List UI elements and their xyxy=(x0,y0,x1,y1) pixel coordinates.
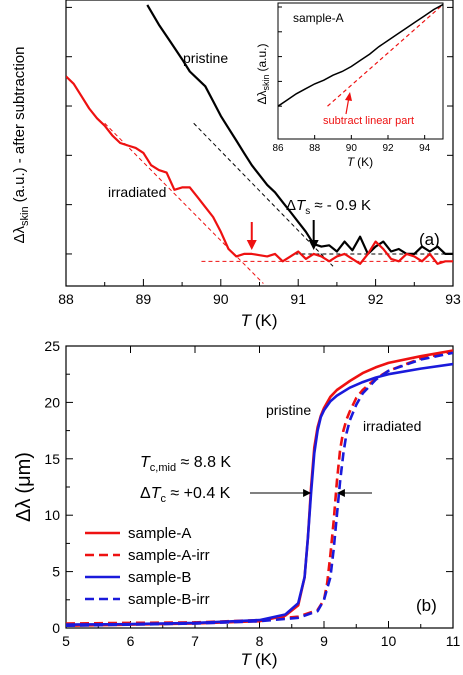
series-sample-A xyxy=(66,349,453,627)
panel-b-x-unit: (K) xyxy=(255,650,278,669)
panel-b-y-unit: (μm) xyxy=(13,452,35,494)
panel-b-y-tick-label: 10 xyxy=(44,507,60,523)
panel-b-x-tick-label: 11 xyxy=(446,633,461,649)
panel-a-y-rest: (a.u.) - after subtraction xyxy=(11,47,28,203)
tc-mid-value: ≈ 8.8 K xyxy=(176,454,231,471)
inset-frame xyxy=(277,2,444,140)
inset-y-sub: skin xyxy=(261,74,271,90)
panel-b-y-tick-label: 0 xyxy=(52,620,60,636)
panel-b-y-tick-label: 25 xyxy=(44,338,60,354)
delta-ts-prefix: Δ xyxy=(286,197,296,214)
delta-ts-label: ΔTs ≈ - 0.9 K xyxy=(286,197,371,217)
inset-y-rest: (a.u.) xyxy=(255,43,269,71)
panel-a-x-var: T xyxy=(240,311,252,330)
arrow-red-irradiated xyxy=(246,222,257,250)
inset-annotation: subtract linear part xyxy=(323,115,414,127)
panel-a-guide-lines xyxy=(104,122,453,284)
panel-a-series xyxy=(66,4,453,265)
delta-ts-value: ≈ - 0.9 K xyxy=(310,197,371,214)
series-sample-B xyxy=(66,362,453,626)
panel-a-x-axis-label: T (K) xyxy=(240,311,277,330)
legend-label-sample-A-irr: sample-A-irr xyxy=(128,547,210,564)
tc-mid-sub: c,mid xyxy=(150,462,176,474)
panel-a-x-ticks: 88 89 90 91 92 93 xyxy=(58,279,461,307)
panel-a-x-tick-label: 88 xyxy=(58,291,74,307)
delta-tc-label: ΔTc ≈ +0.4 K xyxy=(140,485,231,505)
panel-b-y-axis-label: Δλ (μm) xyxy=(13,452,35,522)
tc-mid-label: Tc,mid ≈ 8.8 K xyxy=(140,454,231,474)
panel-b-x-tick-label: 8 xyxy=(256,633,264,649)
panel-b-x-tick-label: 5 xyxy=(62,633,70,649)
inset-x-ticks: 86 88 90 92 94 xyxy=(272,135,431,154)
panel-a-y-axis-label: Δλskin (a.u.) - after subtraction xyxy=(11,47,31,244)
panel-b-x-tick-label: 10 xyxy=(381,633,397,649)
label-pristine-a: pristine xyxy=(183,50,228,66)
series-irradiated xyxy=(66,75,453,265)
legend-label-sample-B-irr: sample-B-irr xyxy=(128,591,210,608)
inset-x-tick-label: 94 xyxy=(419,143,431,154)
inset-x-tick-label: 92 xyxy=(382,143,394,154)
panel-a-x-unit: (K) xyxy=(255,311,278,330)
inset-data-line xyxy=(278,3,443,107)
panel-a-x-tick-label: 92 xyxy=(368,291,384,307)
delta-tc-var: T xyxy=(151,485,162,502)
panel-b-x-axis-label: T (K) xyxy=(240,650,277,669)
delta-tc-prefix: Δ xyxy=(140,485,151,502)
inset-series xyxy=(278,3,443,107)
inset-y-sym: Δλ xyxy=(255,91,269,105)
delta-ts-sub: s xyxy=(305,206,310,217)
panel-a-x-tick-label: 89 xyxy=(136,291,152,307)
delta-tc-value: ≈ +0.4 K xyxy=(166,485,231,502)
panel-b-x-tick-label: 9 xyxy=(320,633,328,649)
legend: sample-A sample-A-irr sample-B sample-B-irr xyxy=(85,525,210,608)
panel-b-y-tick-label: 15 xyxy=(44,451,60,467)
panel-a-guide-line xyxy=(104,122,264,284)
panel-b-x-var: T xyxy=(240,650,252,669)
panel-a-label: (a) xyxy=(419,230,440,249)
tc-mid-var: T xyxy=(140,454,151,471)
legend-label-sample-B: sample-B xyxy=(128,569,191,586)
panel-b-x-tick-label: 6 xyxy=(127,633,135,649)
panel-b-y-ticks: 0 5 10 15 20 25 xyxy=(44,338,453,636)
panel-b-frame xyxy=(65,345,454,629)
inset-chart: 86 88 90 92 94 sample-A subtract linear part… xyxy=(255,2,444,169)
panel-b-x-ticks: 5 6 7 8 9 10 11 xyxy=(62,346,460,649)
inset-y-axis-label: Δλskin (a.u.) xyxy=(255,43,271,104)
panel-b-y-tick-label: 5 xyxy=(52,564,60,580)
label-irradiated-b: irradiated xyxy=(363,418,421,434)
series-sample-B-irr xyxy=(66,351,453,627)
label-pristine-b: pristine xyxy=(266,402,311,418)
delta-ts-var: T xyxy=(296,197,307,214)
panel-b-y-tick-label: 20 xyxy=(44,394,60,410)
inset-x-tick-label: 88 xyxy=(309,143,321,154)
inset-x-var: T xyxy=(347,155,356,169)
delta-tc-sub: c xyxy=(160,493,166,505)
series-sample-A-irr xyxy=(66,350,453,625)
inset-x-tick-label: 90 xyxy=(346,143,358,154)
inset-fit-line xyxy=(327,4,443,107)
inset-x-tick-label: 86 xyxy=(272,143,284,154)
panel-a-y-sub: skin xyxy=(19,206,31,226)
panel-a: 88 89 90 91 92 93 pristine irradiated ΔTs ≈ -… xyxy=(11,0,461,330)
arrow-black-pristine xyxy=(308,220,319,250)
panel-a-x-tick-label: 90 xyxy=(213,291,229,307)
panel-a-y-sym: Δλ xyxy=(11,225,28,243)
inset-x-unit: (K) xyxy=(357,155,373,169)
panel-a-x-tick-label: 93 xyxy=(445,291,461,307)
inset-x-axis-label: T (K) xyxy=(347,155,373,169)
legend-label-sample-A: sample-A xyxy=(128,525,191,542)
panel-a-guide-line xyxy=(193,122,334,267)
delta-tc-arrows xyxy=(250,489,372,497)
series-pristine xyxy=(146,4,453,255)
label-irradiated-a: irradiated xyxy=(108,184,166,200)
panel-a-x-tick-label: 91 xyxy=(290,291,306,307)
inset-title: sample-A xyxy=(293,11,344,25)
inset-red-arrow xyxy=(345,92,352,115)
panel-b-series xyxy=(66,349,453,627)
panel-b-y-sym: Δλ xyxy=(13,499,35,522)
panel-b-x-tick-label: 7 xyxy=(191,633,199,649)
panel-b-label: (b) xyxy=(416,596,437,615)
